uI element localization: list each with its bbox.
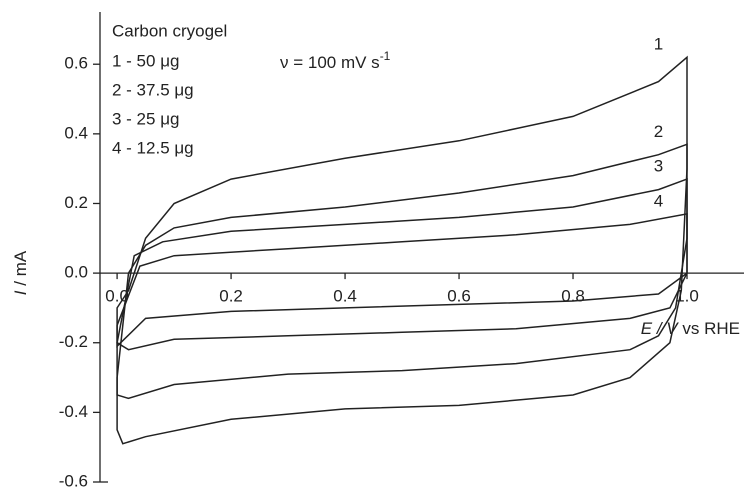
y-tick-label: 0.4 bbox=[64, 123, 88, 142]
x-axis-label: E / V vs RHE bbox=[641, 319, 740, 338]
y-label-italic: I bbox=[11, 290, 30, 295]
curve-label: 1 bbox=[654, 35, 663, 54]
cv-curve bbox=[116, 55, 688, 445]
curve-label: 2 bbox=[654, 122, 663, 141]
y-tick-label: 0.6 bbox=[64, 54, 88, 73]
y-label-rest: / mA bbox=[11, 250, 30, 290]
cv-curve bbox=[116, 178, 688, 351]
annotation-text: ν = 100 mV s bbox=[280, 53, 380, 72]
x-tick-label: 0.8 bbox=[561, 287, 585, 306]
legend-entry: 2 - 37.5 μg bbox=[112, 80, 194, 99]
y-tick-label: -0.4 bbox=[59, 402, 88, 421]
curve-label: 3 bbox=[654, 157, 663, 176]
y-tick-label: 0.0 bbox=[64, 263, 88, 282]
y-tick-label: 0.2 bbox=[64, 193, 88, 212]
cv-curve bbox=[116, 143, 688, 400]
legend-entry: 1 - 50 μg bbox=[112, 51, 179, 70]
x-label-italic: E / V bbox=[641, 319, 680, 338]
legend-entry: 3 - 25 μg bbox=[112, 109, 179, 128]
annotation: ν = 100 mV s-1 bbox=[280, 49, 391, 72]
x-tick-label: 0.2 bbox=[219, 287, 243, 306]
annotation-sup: -1 bbox=[380, 49, 391, 63]
x-tick-label: 0.0 bbox=[105, 287, 129, 306]
x-tick-label: 0.6 bbox=[447, 287, 471, 306]
curve-label: 4 bbox=[654, 191, 663, 210]
legend-title: Carbon cryogel bbox=[112, 21, 227, 40]
y-tick-label: -0.2 bbox=[59, 332, 88, 351]
cv-curve bbox=[116, 212, 688, 348]
y-tick-label: -0.6 bbox=[59, 471, 88, 490]
legend-entry: 4 - 12.5 μg bbox=[112, 138, 194, 157]
y-axis-label: I / mA bbox=[11, 250, 30, 295]
x-tick-label: 0.4 bbox=[333, 287, 357, 306]
x-label-rest: vs RHE bbox=[682, 319, 740, 338]
